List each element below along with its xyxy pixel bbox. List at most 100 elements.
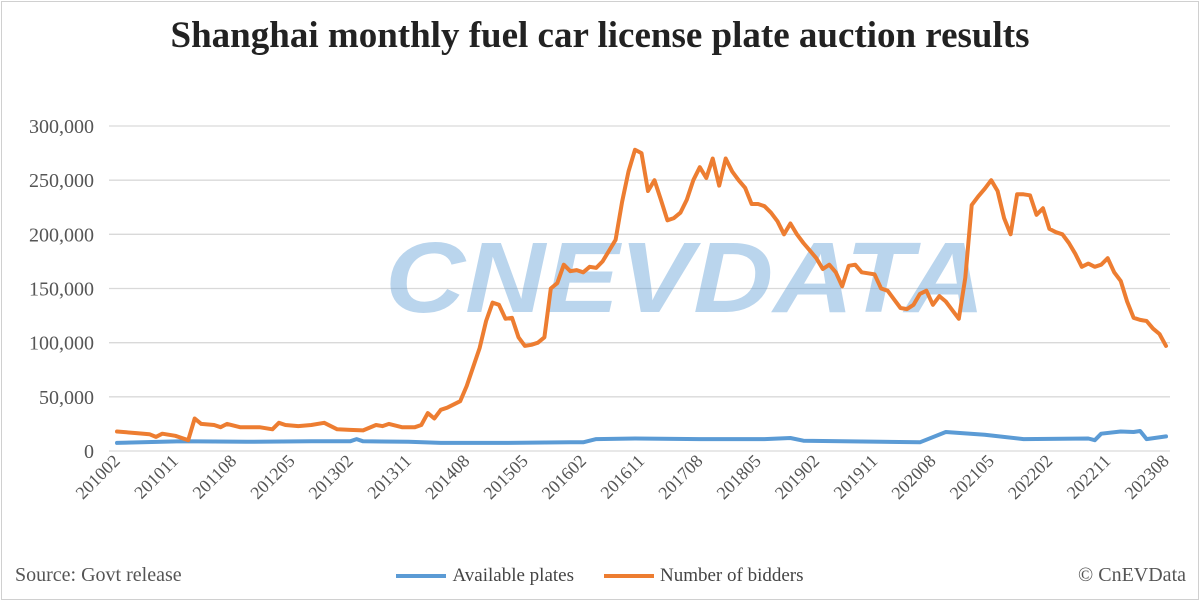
data-point [595,266,598,269]
data-point [562,263,565,266]
data-point [1119,279,1122,282]
data-point [1022,438,1025,441]
x-axis-tick-labels: 201002 201011 201108 201205 201302 201311 2014… [72,451,1173,503]
data-point [601,260,604,263]
x-tick-label: 202211 [1063,451,1115,503]
data-point [815,257,818,260]
data-point [569,270,572,273]
data-point [1165,435,1168,438]
data-point [795,233,798,236]
data-point [731,170,734,173]
data-point [174,434,177,437]
data-point [530,343,533,346]
data-point [517,336,520,339]
data-point [349,428,352,431]
data-point [957,317,960,320]
data-point [523,344,526,347]
data-point [284,424,287,427]
data-point [362,429,365,432]
data-point [854,263,857,266]
data-point [718,184,721,187]
data-point [951,309,954,312]
data-point [821,268,824,271]
data-point [245,440,248,443]
data-point [640,152,643,155]
data-point [362,440,365,443]
data-point [990,179,993,182]
data-point [407,440,410,443]
data-point [478,347,481,350]
data-point [491,301,494,304]
data-point [556,282,559,285]
data-point [711,157,714,160]
data-point [336,428,339,431]
data-point [860,271,863,274]
data-point [1132,316,1135,319]
x-tick-label: 201611 [596,451,648,503]
data-point [1074,252,1077,255]
data-point [426,412,429,415]
data-point [834,271,837,274]
data-point [757,203,760,206]
legend-swatch-blue [396,574,447,578]
x-tick-label: 201902 [771,451,823,503]
data-point [310,424,313,427]
data-point [705,177,708,180]
data-point [446,406,449,409]
data-point [271,428,274,431]
x-tick-label: 202008 [887,451,939,503]
data-point [698,438,701,441]
data-point [1093,439,1096,442]
y-tick-label: 200,000 [29,224,94,246]
legend-swatch-orange [603,574,654,578]
data-point [880,440,883,443]
data-point [789,437,792,440]
x-tick-label: 201708 [654,451,706,503]
data-point [1087,262,1090,265]
data-point [582,441,585,444]
data-point [679,211,682,214]
series-line [115,429,1168,445]
data-point [1158,333,1161,336]
data-point [498,303,501,306]
data-point [355,438,358,441]
data-point [867,272,870,275]
data-point [1029,194,1032,197]
data-point [802,439,805,442]
y-tick-label: 100,000 [29,333,94,355]
data-point [595,438,598,441]
data-point [802,242,805,245]
legend-item-number-of-bidders: Number of bidders [603,565,804,587]
data-point [653,179,656,182]
data-point [1106,257,1109,260]
x-tick-label: 201302 [305,451,357,503]
legend-label: Number of bidders [659,565,804,586]
data-point [886,289,889,292]
data-point [310,440,313,443]
data-point [148,433,151,436]
data-point [504,441,507,444]
data-point [439,441,442,444]
data-point [1087,437,1090,440]
data-point [239,426,242,429]
data-point [847,264,850,267]
data-point [634,148,637,151]
data-point [381,425,384,428]
y-tick-label: 150,000 [29,279,94,301]
x-tick-label: 201505 [479,451,531,503]
data-point [698,166,701,169]
data-point [420,424,423,427]
data-point [808,249,811,252]
x-tick-label: 201002 [72,451,124,503]
data-point [776,220,779,223]
data-point [608,249,611,252]
data-point [1100,432,1103,435]
data-point [1009,233,1012,236]
data-point [433,417,436,420]
data-point [925,289,928,292]
legend-item-available-plates: Available plates [396,565,574,587]
data-point [1067,242,1070,245]
data-point [893,298,896,301]
x-tick-label: 201011 [130,451,182,503]
